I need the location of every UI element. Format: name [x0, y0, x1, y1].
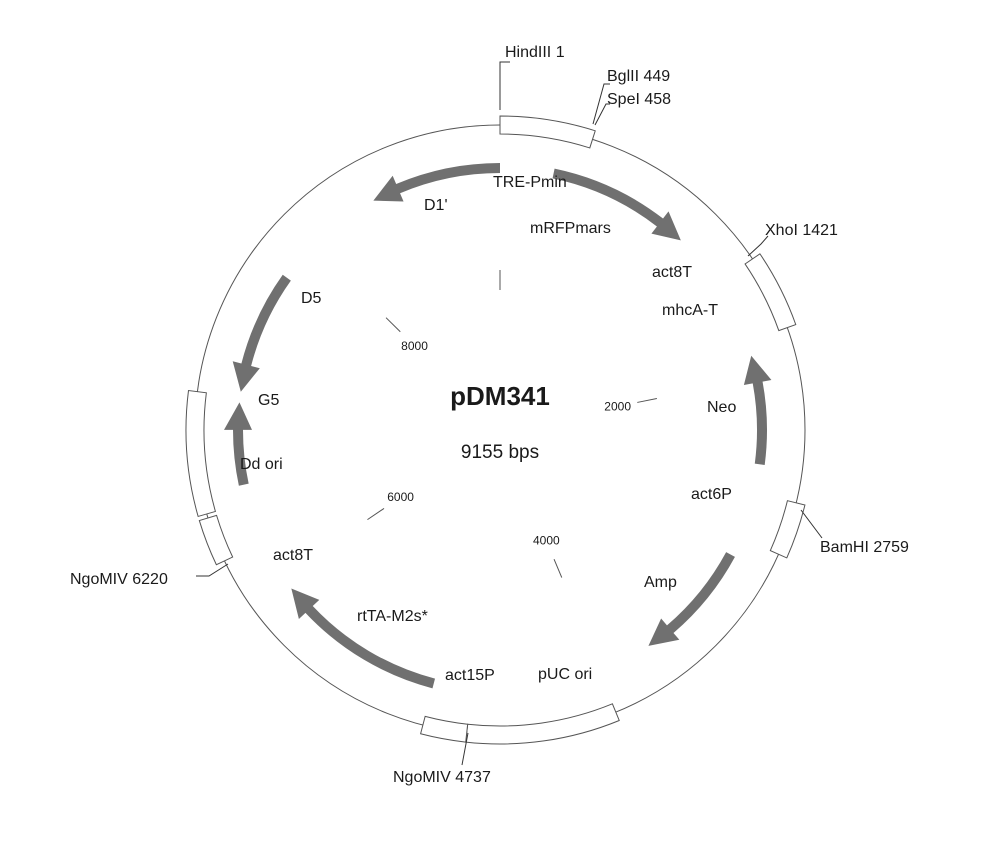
feature-label-group: TRE-Pmin D1' mRFPmars act8T mhcA-T Neo a…: [240, 174, 736, 684]
label-d1-prime: D1': [424, 197, 448, 214]
label-mrfpmars: mRFPmars: [530, 220, 611, 237]
backbone-seg-7: [185, 389, 217, 518]
backbone-seg-2: [744, 253, 797, 332]
label-rtta-m2s: rtTA-M2s*: [357, 608, 428, 625]
site-leader-xhoi: [747, 235, 769, 257]
label-d5: D5: [301, 290, 322, 307]
label-puc-ori: pUC ori: [538, 666, 592, 683]
site-label-ngomiv-4737: NgoMIV 4737: [393, 769, 491, 786]
feature-arrow-group: [224, 163, 772, 689]
feature-arrow-neo: [743, 355, 772, 465]
site-label-hindiii: HindIII 1: [505, 44, 565, 61]
site-label-bglii: BglII 449: [607, 68, 670, 85]
label-act6p: act6P: [691, 486, 732, 503]
plasmid-name: pDM341: [450, 381, 550, 411]
plasmid-size: 9155 bps: [461, 442, 539, 463]
feature-arrow-mrfpmars: [552, 168, 681, 241]
site-leader-hindiii: [499, 61, 510, 110]
scale-tick-2000: [637, 398, 657, 403]
scale-tick-label-2000: 2000: [604, 399, 631, 413]
scale-tick-label-8000: 8000: [401, 339, 428, 353]
scale-tick-label-4000: 4000: [533, 534, 560, 548]
scale-tick-label-6000: 6000: [387, 490, 414, 504]
feature-arrow-g5: [224, 402, 252, 486]
site-leader-ngomiv-4737: [461, 732, 469, 766]
feature-arrow-rtta-m2s: [291, 588, 436, 689]
backbone-seg-4: [465, 703, 620, 745]
plasmid-backbone: [194, 124, 806, 736]
site-leader-ngomiv-6220: [196, 563, 229, 577]
site-leader-spei: [594, 103, 610, 126]
label-tre-pmin: TRE-Pmin: [493, 174, 567, 191]
scale-tick-6000: [367, 508, 385, 521]
scale-tick-4000: [553, 558, 563, 578]
segment-group: [185, 115, 806, 745]
tick-group: 2000 4000 6000 8000: [367, 270, 657, 578]
feature-arrow-amp: [648, 552, 735, 646]
scale-tick-8000: [385, 317, 401, 333]
label-dd-ori: Dd ori: [240, 456, 283, 473]
backbone-seg-5: [419, 715, 469, 743]
label-act15p: act15P: [445, 667, 495, 684]
label-act8t-bottom: act8T: [273, 547, 313, 564]
site-leader-bglii: [592, 83, 610, 125]
label-g5: G5: [258, 392, 279, 409]
feature-arrow-d1: [373, 163, 500, 202]
site-label-spei: SpeI 458: [607, 91, 671, 108]
backbone-seg-1: [499, 115, 596, 149]
site-label-ngomiv-6220: NgoMIV 6220: [70, 571, 168, 588]
site-leader-bamhi: [800, 509, 823, 539]
label-act8t-top: act8T: [652, 264, 692, 281]
label-amp: Amp: [644, 574, 677, 591]
feature-arrow-d5: [232, 274, 291, 392]
label-neo: Neo: [707, 399, 736, 416]
site-label-bamhi: BamHI 2759: [820, 539, 909, 556]
backbone-seg-3: [769, 500, 806, 559]
site-label-xhoi: XhoI 1421: [765, 222, 838, 239]
label-mhca-t: mhcA-T: [662, 302, 718, 319]
site-group: HindIII 1 BglII 449 SpeI 458 XhoI 1421 B…: [70, 44, 909, 786]
backbone-seg-6: [198, 514, 234, 566]
